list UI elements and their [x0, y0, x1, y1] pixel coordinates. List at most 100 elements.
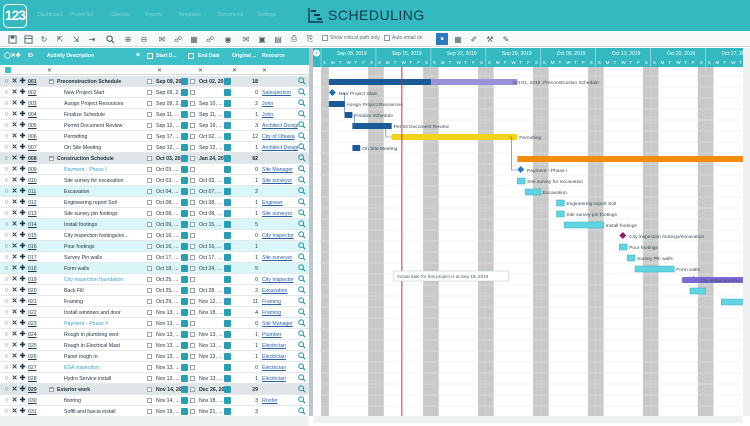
resource[interactable]: Site surveyor — [262, 211, 293, 217]
calendar-icon[interactable] — [181, 298, 188, 305]
calendar-icon[interactable] — [224, 364, 231, 371]
original-duration[interactable]: 1 — [255, 211, 258, 217]
status-circle-icon[interactable]: ○ — [4, 276, 9, 283]
column-start-checkbox[interactable] — [147, 53, 153, 61]
zoom-search-icon[interactable] — [104, 33, 116, 45]
resource[interactable]: Engineer — [262, 200, 283, 206]
table-row[interactable]: ○ ✕ ✚ 016 Pour footings Oct 16, ... Oct 16, ..… — [0, 241, 309, 252]
image-icon[interactable]: ▣ — [258, 34, 266, 44]
status-circle-icon[interactable]: ○ — [4, 364, 9, 371]
original-duration[interactable]: 3 — [255, 123, 258, 129]
end-date[interactable]: Dec 26, 20... — [199, 387, 224, 393]
activity-id[interactable]: 010 — [28, 178, 37, 184]
end-date[interactable]: Nov 13, ... — [199, 354, 223, 360]
calendar-icon[interactable] — [224, 309, 231, 316]
end-checkbox[interactable] — [190, 200, 195, 205]
add-icon[interactable]: ✚ — [19, 254, 26, 261]
end-checkbox[interactable] — [190, 101, 195, 106]
end-date[interactable]: Nov 21, ... — [199, 409, 223, 415]
activity-id[interactable]: 017 — [28, 255, 37, 261]
table-row[interactable]: ○ ✕ ✚ 004 Finalize Schedule Sep 11, ... Sep 11… — [0, 109, 309, 120]
collapse-group-icon[interactable]: − — [49, 78, 54, 84]
delete-icon[interactable]: ✕ — [11, 232, 18, 239]
activity-id[interactable]: 003 — [28, 101, 37, 107]
original-duration[interactable]: 1 — [255, 145, 258, 151]
start-date[interactable]: Nov 14, 20... — [156, 387, 183, 393]
critical-path-checkbox[interactable] — [322, 35, 328, 41]
add-icon[interactable]: ✚ — [19, 133, 26, 140]
add-icon[interactable]: ✚ — [19, 199, 26, 206]
start-checkbox[interactable] — [147, 200, 152, 205]
search-icon[interactable] — [298, 396, 306, 404]
calendar-icon[interactable] — [224, 155, 231, 162]
task-bar[interactable] — [689, 287, 706, 295]
end-date[interactable]: Oct 15, ... — [199, 222, 222, 228]
delete-icon[interactable]: ✕ — [11, 397, 18, 404]
start-date[interactable]: Nov 19, ... — [156, 409, 180, 415]
resource[interactable]: Roofer — [262, 398, 278, 404]
calendar-icon[interactable] — [181, 111, 188, 118]
activity-description[interactable]: Permit Document Review — [64, 123, 123, 129]
column-end-date[interactable]: End Date — [198, 53, 220, 59]
column-end-checkbox[interactable] — [188, 53, 194, 61]
resource[interactable]: Site surveyor — [262, 178, 293, 184]
calendar-icon[interactable] — [224, 221, 231, 228]
status-circle-icon[interactable]: ○ — [4, 353, 9, 360]
resource[interactable]: Framing — [262, 299, 282, 305]
delete-icon[interactable]: ✕ — [11, 265, 18, 272]
activity-description[interactable]: Install windows and door — [64, 310, 121, 316]
calendar-icon[interactable] — [181, 100, 188, 107]
start-date[interactable]: Nov 14, ... — [156, 398, 180, 404]
search-icon[interactable] — [298, 143, 306, 151]
activity-id[interactable]: 006 — [28, 134, 37, 140]
start-checkbox[interactable] — [147, 288, 152, 293]
start-checkbox[interactable] — [147, 134, 152, 139]
calendar-icon[interactable] — [224, 386, 231, 393]
delete-icon[interactable]: ✕ — [11, 309, 18, 316]
calendar-icon[interactable] — [224, 144, 231, 151]
table-row[interactable]: ○ ✕ ✚ 005 Permit Document Review Sep 12, ... S… — [0, 120, 309, 131]
column-resource[interactable]: Resource — [262, 53, 285, 59]
end-date[interactable]: Oct 08, ... — [199, 211, 222, 217]
original-duration[interactable]: 4 — [255, 310, 258, 316]
end-checkbox[interactable] — [190, 156, 195, 161]
layout-icon[interactable] — [22, 33, 34, 45]
activity-id[interactable]: 007 — [28, 145, 37, 151]
resource[interactable]: City Inspector — [262, 233, 294, 239]
resource[interactable]: Electrician — [262, 365, 286, 371]
start-checkbox[interactable] — [147, 178, 152, 183]
export-icon[interactable]: ⎘ — [306, 34, 314, 43]
activity-description[interactable]: ESA inspection — [64, 365, 99, 371]
activity-description[interactable]: Assign Project Resources — [64, 101, 124, 107]
start-date[interactable]: Nov 13, ... — [156, 343, 180, 349]
calendar-icon[interactable] — [181, 89, 188, 96]
pdf-export-icon[interactable]: ■ — [436, 33, 448, 45]
app-logo[interactable]: 123 — [3, 4, 27, 28]
start-date[interactable]: Oct 17, ... — [156, 255, 179, 261]
critical-path-toggle[interactable]: Show critical path only — [322, 35, 380, 41]
activity-description[interactable]: Payment - Phase II — [64, 321, 109, 327]
delete-icon[interactable]: ✕ — [11, 199, 18, 206]
resource[interactable]: Salesperson — [262, 90, 291, 96]
search-icon[interactable] — [298, 77, 306, 85]
end-checkbox[interactable] — [190, 343, 195, 348]
calendar-icon[interactable] — [224, 276, 231, 283]
start-date[interactable]: Oct 04, ... — [156, 189, 179, 195]
end-date[interactable]: Oct 17, ... — [199, 255, 222, 261]
end-checkbox[interactable] — [190, 398, 195, 403]
end-date[interactable]: Oct 02, 20... — [199, 79, 224, 85]
task-bar[interactable] — [517, 177, 526, 185]
tools-icon[interactable]: ⚒ — [486, 34, 494, 44]
search-icon[interactable] — [298, 132, 306, 140]
start-date[interactable]: Oct 08, ... — [156, 211, 179, 217]
search-icon[interactable] — [298, 198, 306, 206]
start-checkbox[interactable] — [147, 101, 152, 106]
add-icon[interactable]: ✚ — [19, 276, 26, 283]
end-checkbox[interactable] — [190, 79, 195, 84]
table-row[interactable]: ○ ✕ ✚ 030 flooring Nov 14, ... Nov 18, ... 3 Roo… — [0, 395, 309, 406]
add-icon[interactable]: ✚ — [19, 100, 26, 107]
table-row[interactable]: ○ ✕ ✚ 002 New Project Start Sep 09, 2... 0 Sale… — [0, 87, 309, 98]
calendar-icon[interactable] — [181, 309, 188, 316]
original-duration[interactable]: 1 — [255, 255, 258, 261]
task-bar[interactable] — [556, 199, 565, 207]
